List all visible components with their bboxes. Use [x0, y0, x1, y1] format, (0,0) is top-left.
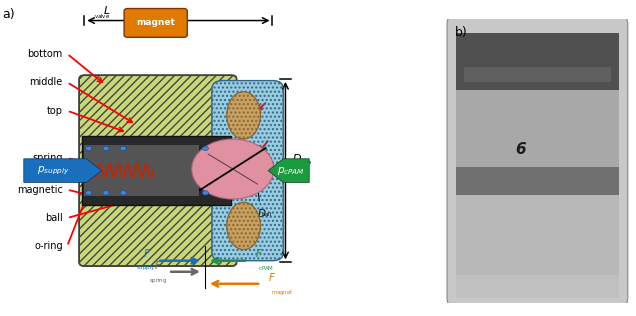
Text: top: top [46, 106, 63, 116]
Text: magnet: magnet [136, 18, 175, 27]
Circle shape [202, 191, 209, 195]
Text: $_{\mathrm{spring}}$: $_{\mathrm{spring}}$ [149, 276, 167, 286]
Bar [456, 275, 619, 298]
FancyBboxPatch shape [79, 75, 237, 266]
Text: $_{\mathrm{magnet}}$: $_{\mathrm{magnet}}$ [271, 288, 294, 298]
Text: $F$: $F$ [254, 247, 263, 259]
Text: 6: 6 [515, 142, 526, 157]
Text: $p_{\mathit{supply}}$: $p_{\mathit{supply}}$ [37, 164, 70, 177]
Circle shape [120, 191, 127, 195]
FancyArrow shape [268, 159, 309, 183]
Circle shape [103, 146, 109, 151]
FancyArrow shape [24, 159, 102, 183]
FancyBboxPatch shape [124, 9, 187, 37]
Circle shape [86, 191, 92, 195]
Bar [456, 167, 619, 195]
Text: o-ring: o-ring [34, 241, 63, 252]
Bar [464, 67, 611, 82]
FancyBboxPatch shape [447, 16, 628, 306]
Text: a): a) [2, 8, 15, 21]
Circle shape [86, 146, 92, 151]
Text: magnetic: magnetic [17, 185, 63, 195]
Text: $_{\mathrm{cPAM}}$: $_{\mathrm{cPAM}}$ [258, 264, 273, 273]
Bar [85, 145, 199, 196]
Bar [456, 195, 619, 275]
Text: $D$: $D$ [292, 152, 302, 164]
Text: $_{\mathrm{ball}}$: $_{\mathrm{ball}}$ [261, 210, 272, 219]
Text: spring: spring [32, 153, 63, 163]
FancyBboxPatch shape [212, 81, 283, 261]
Bar [456, 90, 619, 167]
Text: ball: ball [45, 213, 63, 223]
Ellipse shape [227, 202, 261, 250]
Text: $D$: $D$ [256, 207, 266, 219]
Circle shape [120, 146, 127, 151]
Text: $L$: $L$ [103, 4, 110, 16]
Bar [456, 33, 619, 90]
Bar [82, 136, 232, 205]
Text: $F$: $F$ [142, 247, 151, 259]
Text: $p_{\mathit{cPAM}}$: $p_{\mathit{cPAM}}$ [277, 165, 305, 177]
Text: bottom: bottom [27, 49, 63, 59]
Text: b): b) [454, 26, 467, 39]
Text: $F$: $F$ [155, 259, 163, 271]
Text: $_{\mathrm{valve}}$: $_{\mathrm{valve}}$ [94, 12, 110, 21]
Circle shape [191, 139, 274, 199]
Circle shape [103, 191, 109, 195]
Text: middle: middle [29, 77, 63, 87]
Text: $F$: $F$ [268, 271, 276, 283]
Circle shape [202, 146, 209, 151]
Ellipse shape [227, 92, 261, 139]
Text: $_{\mathrm{valve}}$: $_{\mathrm{valve}}$ [296, 158, 312, 167]
Text: $_{\mathrm{supply}}$: $_{\mathrm{supply}}$ [135, 264, 155, 273]
